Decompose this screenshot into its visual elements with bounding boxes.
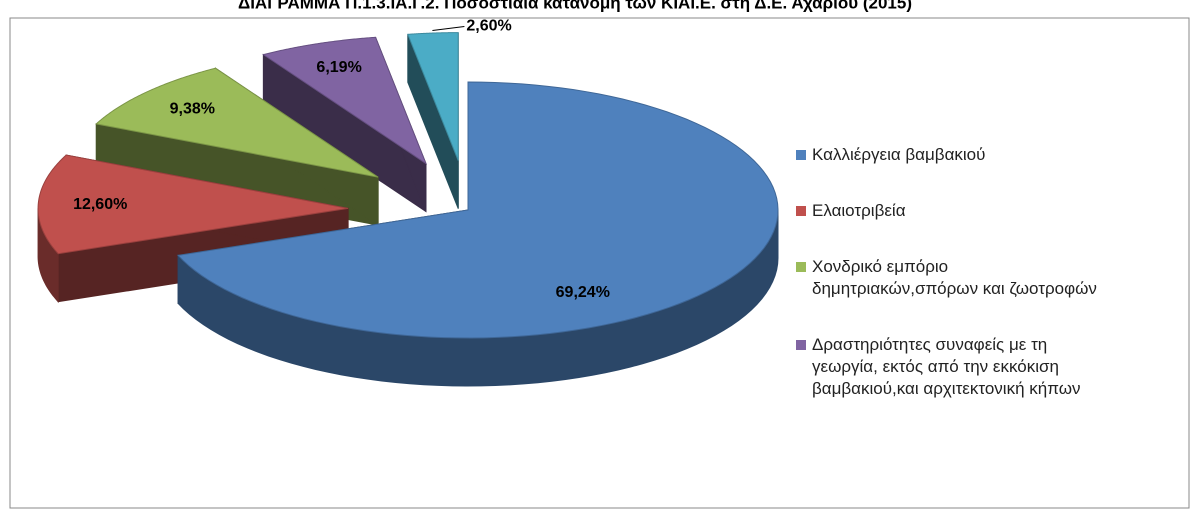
pie-slice xyxy=(177,81,779,339)
pie-slice xyxy=(37,154,349,255)
legend-swatch xyxy=(796,340,806,350)
chart-title: ΔΙΑΓΡΑΜΜΑ Π.1.3.ΙΑ.Γ.2. Ποσοστιαία καταν… xyxy=(238,0,912,12)
legend-label: Καλλιέργεια βαμβακιού xyxy=(812,145,986,164)
data-label: 9,38% xyxy=(170,101,215,118)
data-label: 69,24% xyxy=(556,284,610,301)
pie-slice xyxy=(407,32,459,161)
legend-label: Δραστηριότητες συναφείς με τη γεωργία, ε… xyxy=(812,335,1081,398)
pie-slice xyxy=(95,67,379,178)
legend-swatch xyxy=(796,150,806,160)
legend-item: Δραστηριότητες συναφείς με τη γεωργία, ε… xyxy=(796,334,1190,400)
legend: Καλλιέργεια βαμβακιού Ελαιοτριβεία Χονδρικ… xyxy=(796,144,1190,434)
data-label: 2,60% xyxy=(466,18,511,35)
pie-slice xyxy=(262,36,428,165)
data-label: 6,19% xyxy=(316,59,361,76)
legend-swatch xyxy=(796,262,806,272)
leader-line xyxy=(432,25,465,31)
legend-label: Ελαιοτριβεία xyxy=(812,201,906,220)
legend-item: Ελαιοτριβεία xyxy=(796,200,1190,222)
legend-item: Χονδρικό εμπόριο δημητριακών,σπόρων και … xyxy=(796,256,1190,300)
legend-item: Καλλιέργεια βαμβακιού xyxy=(796,144,1190,166)
legend-swatch xyxy=(796,206,806,216)
legend-label: Χονδρικό εμπόριο δημητριακών,σπόρων και … xyxy=(812,257,1097,298)
data-label: 12,60% xyxy=(73,196,127,213)
